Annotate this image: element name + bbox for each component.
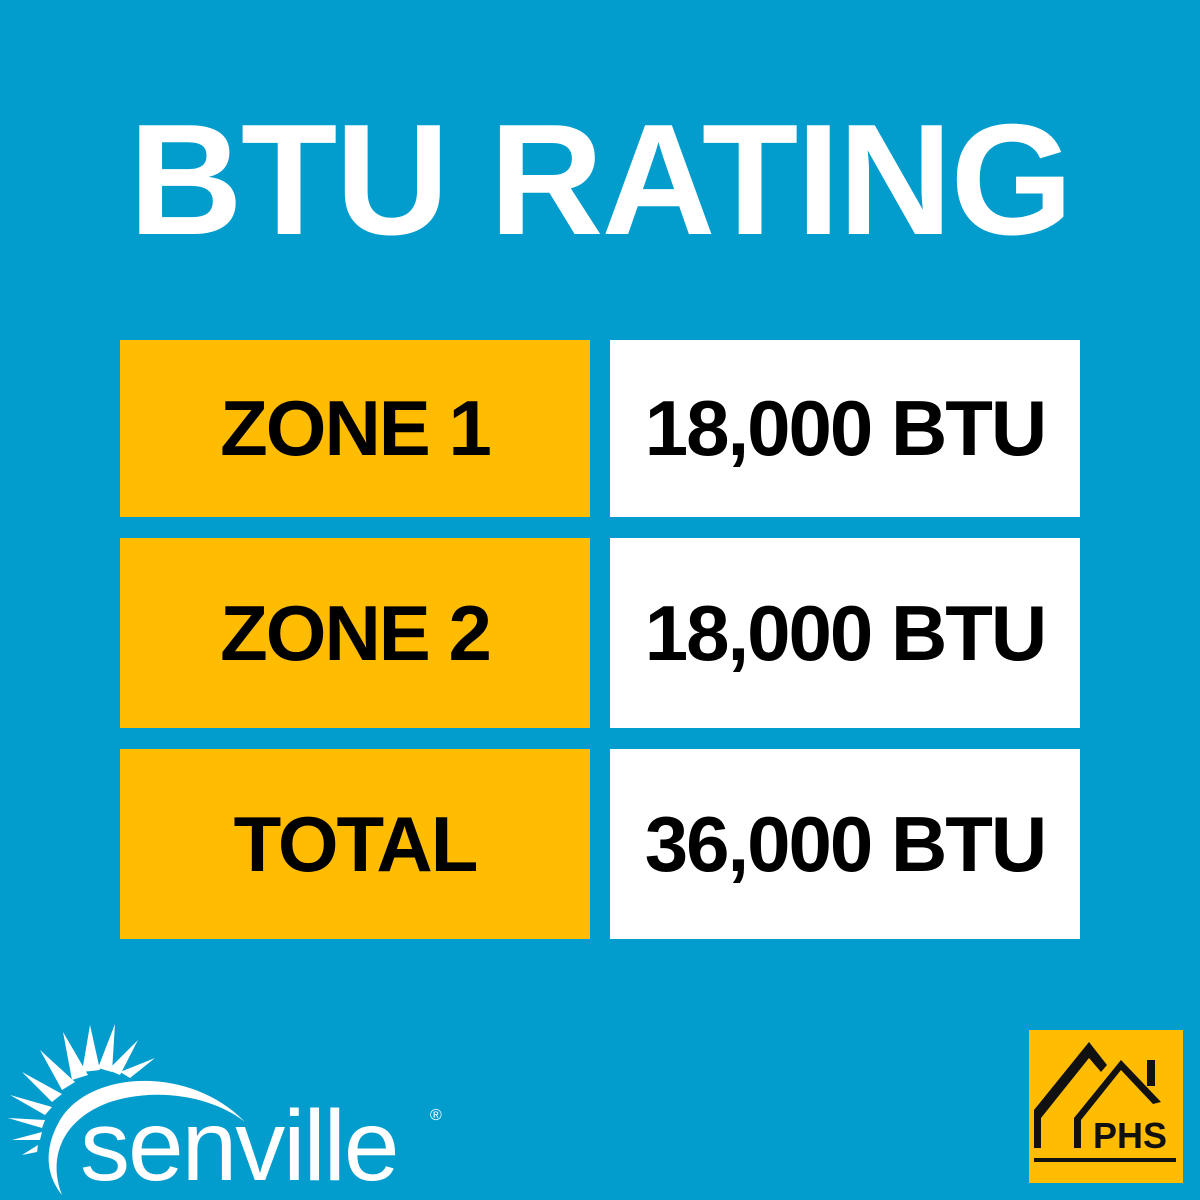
senville-logo: senville ® <box>8 1024 442 1200</box>
page-title: BTU RATING <box>128 92 1074 268</box>
total-value: 36,000 BTU <box>610 749 1080 939</box>
phs-logo: PHS <box>1029 1030 1183 1183</box>
zone-1-label: ZONE 1 <box>120 340 590 517</box>
zone-2-label: ZONE 2 <box>120 538 590 728</box>
senville-wordmark: senville <box>80 1090 398 1200</box>
registered-mark: ® <box>430 1107 442 1124</box>
zone-1-value: 18,000 BTU <box>610 340 1080 517</box>
house-icon: PHS <box>1034 1042 1176 1162</box>
zone-2-value: 18,000 BTU <box>610 538 1080 728</box>
sun-icon <box>8 1024 245 1195</box>
svg-text:PHS: PHS <box>1093 1115 1167 1156</box>
total-label: TOTAL <box>120 749 590 939</box>
